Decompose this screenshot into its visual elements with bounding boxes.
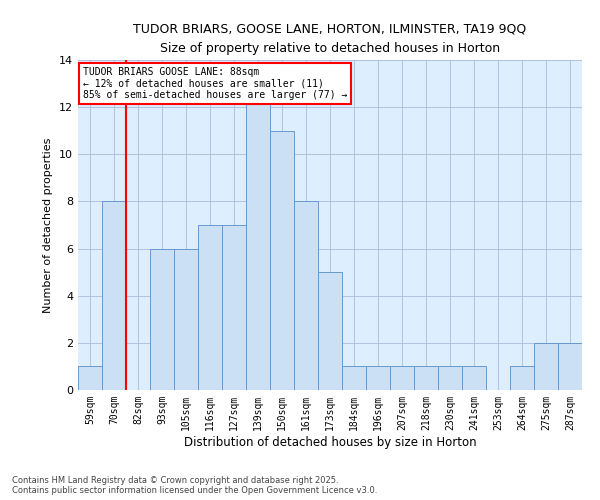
Bar xyxy=(270,130,294,390)
Bar xyxy=(462,366,486,390)
Text: TUDOR BRIARS GOOSE LANE: 88sqm
← 12% of detached houses are smaller (11)
85% of : TUDOR BRIARS GOOSE LANE: 88sqm ← 12% of … xyxy=(83,66,347,100)
Bar xyxy=(222,225,246,390)
Bar xyxy=(246,84,270,390)
Bar xyxy=(534,343,558,390)
Y-axis label: Number of detached properties: Number of detached properties xyxy=(43,138,53,312)
Bar xyxy=(438,366,462,390)
Bar xyxy=(174,248,198,390)
Bar xyxy=(150,248,174,390)
Bar xyxy=(294,202,318,390)
Bar xyxy=(414,366,438,390)
Bar xyxy=(78,366,102,390)
Text: Contains HM Land Registry data © Crown copyright and database right 2025.
Contai: Contains HM Land Registry data © Crown c… xyxy=(12,476,377,495)
Bar xyxy=(198,225,222,390)
Bar xyxy=(342,366,366,390)
Bar xyxy=(390,366,414,390)
Bar xyxy=(102,202,126,390)
X-axis label: Distribution of detached houses by size in Horton: Distribution of detached houses by size … xyxy=(184,436,476,448)
Bar xyxy=(318,272,342,390)
Bar xyxy=(366,366,390,390)
Title: TUDOR BRIARS, GOOSE LANE, HORTON, ILMINSTER, TA19 9QQ
Size of property relative : TUDOR BRIARS, GOOSE LANE, HORTON, ILMINS… xyxy=(133,22,527,54)
Bar xyxy=(558,343,582,390)
Bar xyxy=(510,366,534,390)
